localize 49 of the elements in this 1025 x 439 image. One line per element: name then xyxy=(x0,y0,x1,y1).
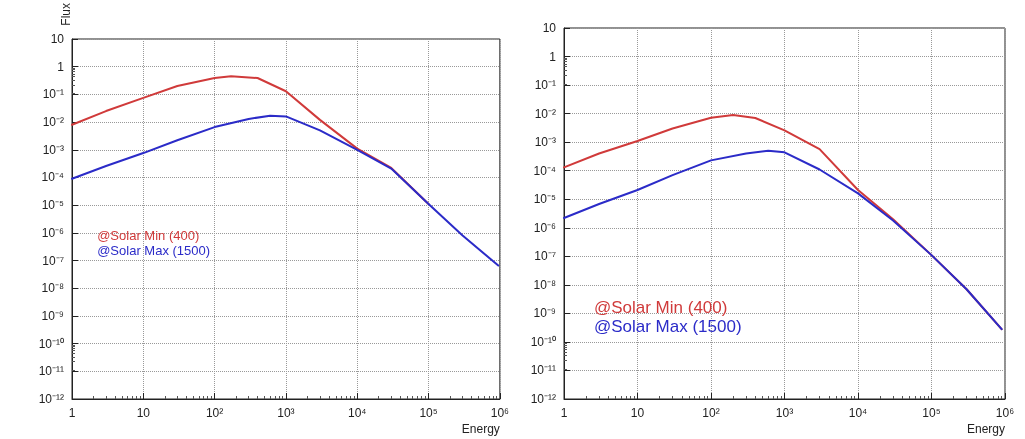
y-tick-label: 10 xyxy=(542,21,557,35)
y-tick-label: 1 xyxy=(549,49,557,64)
x-tick-label: 1 xyxy=(560,406,568,420)
y-tick-label: 10⁻¹ xyxy=(42,87,64,102)
y-axis-title: Flux xyxy=(59,3,73,26)
y-tick-label: 10⁻⁵ xyxy=(41,198,65,213)
x-tick-label: 10² xyxy=(702,406,720,420)
x-tick-label: 10⁶ xyxy=(490,406,510,420)
text: @Solar Max (1500) xyxy=(97,243,211,259)
x-tick-label: 10⁶ xyxy=(995,406,1015,420)
x-tick-label: 10⁴ xyxy=(848,406,868,420)
x-tick-label: 10³ xyxy=(775,406,794,420)
x-tick-label: 10⁵ xyxy=(922,406,941,420)
y-tick-label: 10⁻⁷ xyxy=(534,249,556,264)
y-tick-label: 10⁻¹² xyxy=(530,392,556,406)
x-tick-label: 10² xyxy=(205,406,224,420)
y-tick-label: 10⁻¹² xyxy=(38,392,64,406)
y-tick-label: 10⁻⁶ xyxy=(533,220,557,235)
y-tick-label: 1 xyxy=(57,59,65,74)
y-tick-label: 10⁻⁹ xyxy=(41,308,64,323)
y-tick-label: 10⁻² xyxy=(42,115,64,130)
x-tick-label: 10⁴ xyxy=(347,406,367,420)
y-tick-label: 10⁻² xyxy=(534,106,556,121)
y-tick-label: 10⁻¹¹ xyxy=(38,364,64,379)
y-tick-label: 10⁻⁴ xyxy=(41,170,64,185)
y-tick-label: 10⁻⁴ xyxy=(533,163,556,178)
x-tick-label: 10³ xyxy=(277,406,295,420)
y-tick-label: 10 xyxy=(50,32,65,46)
x-tick-label: 1 xyxy=(68,406,76,420)
y-tick-label: 10⁻³ xyxy=(42,142,64,157)
x-tick-label: 10 xyxy=(630,406,645,420)
text: @Solar Max (1500) xyxy=(593,316,742,336)
x-tick-label: 10 xyxy=(136,406,151,420)
y-tick-label: 10⁻³ xyxy=(534,135,556,150)
y-tick-label: 10⁻¹¹ xyxy=(530,363,556,378)
text: @Solar Min (400) xyxy=(593,297,728,317)
y-tick-label: 10⁻⁸ xyxy=(533,277,556,292)
y-tick-label: 10⁻¹ xyxy=(534,78,556,93)
y-tick-label: 10⁻¹⁰ xyxy=(530,334,556,349)
y-tick-label: 10⁻⁵ xyxy=(533,192,557,207)
y-tick-label: 10⁻⁸ xyxy=(41,281,64,296)
y-tick-label: 10⁻⁷ xyxy=(42,253,64,268)
x-axis-title: Energy xyxy=(966,422,1005,436)
y-tick-label: 10⁻¹⁰ xyxy=(38,336,64,351)
y-tick-label: 10⁻⁹ xyxy=(533,306,556,321)
x-axis-title: Energy xyxy=(461,422,500,436)
x-tick-label: 10⁵ xyxy=(419,406,438,420)
text: @Solar Min (400) xyxy=(97,227,200,243)
y-tick-label: 10⁻⁶ xyxy=(41,225,65,240)
